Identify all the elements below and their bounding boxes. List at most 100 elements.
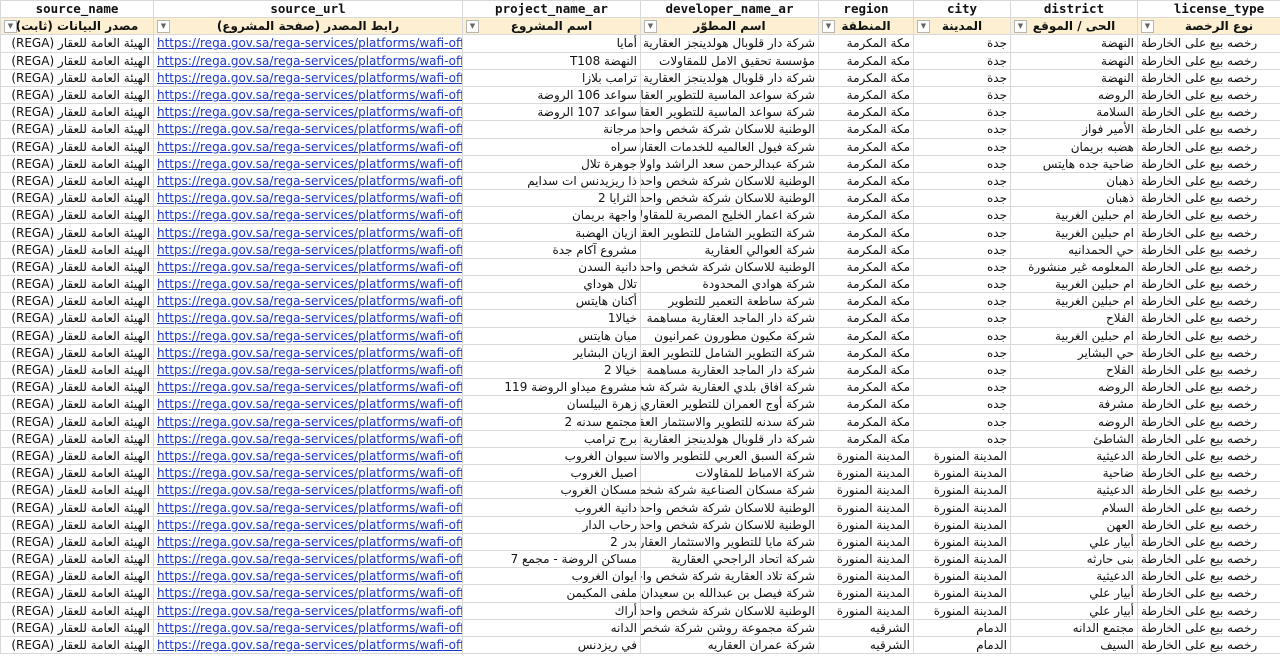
source-url-link[interactable]: https://rega.gov.sa/rega-services/platfo… [153,429,463,448]
column-header-license_type[interactable]: license_type [1137,0,1280,19]
cell-district: أبيار علي [1010,584,1138,603]
source-url-link[interactable]: https://rega.gov.sa/rega-services/platfo… [153,85,463,105]
source-url-link[interactable]: https://rega.gov.sa/rega-services/platfo… [153,137,463,156]
source-url-link[interactable]: https://rega.gov.sa/rega-services/platfo… [153,601,463,620]
filter-dropdown-icon[interactable]: ▼ [644,20,657,34]
source-url-link[interactable]: https://rega.gov.sa/rega-services/platfo… [153,464,463,483]
source-url-link[interactable]: https://rega.gov.sa/rega-services/platfo… [153,120,463,139]
cell-district: الروضه [1010,85,1138,105]
column-label-source_url[interactable]: ▼ رابط المصدر (صفحة المشروع) [153,17,463,36]
source-url-link[interactable]: https://rega.gov.sa/rega-services/platfo… [153,378,463,397]
cell-district: الروضه [1010,378,1138,397]
source-url-link[interactable]: https://rega.gov.sa/rega-services/platfo… [153,360,463,380]
cell-developer_name_ar: شركة عبدالرحمن سعد الراشد واولاده [640,154,819,173]
cell-developer_name_ar: شركة فيصل بن عبدالله بن سعيدان [640,584,819,603]
cell-source_name: الهيئة العامة للعقار (REGA) [0,85,154,105]
filter-dropdown-icon[interactable]: ▼ [466,20,479,34]
cell-developer_name_ar: شركة مجموعة روشن شركة شخص [640,618,819,637]
source-url-link[interactable]: https://rega.gov.sa/rega-services/platfo… [153,274,463,294]
source-url-link[interactable]: https://rega.gov.sa/rega-services/platfo… [153,189,463,208]
source-url-link[interactable]: https://rega.gov.sa/rega-services/platfo… [153,171,463,191]
table-row: الهيئة العامة للعقار (REGA) https://rega.… [0,51,1280,70]
source-url-link[interactable]: https://rega.gov.sa/rega-services/platfo… [153,51,463,70]
cell-project_name_ar: سواعد 107 الروضة [462,103,641,122]
source-url-link[interactable]: https://rega.gov.sa/rega-services/platfo… [153,154,463,173]
column-header-source_url[interactable]: source_url [153,0,463,19]
cell-license_type: رخصه بيع على الخارطة [1137,446,1280,466]
filter-dropdown-icon[interactable]: ▼ [1141,20,1154,34]
cell-developer_name_ar: شركة عمران العقاريه [640,635,819,655]
cell-source_name: الهيئة العامة للعقار (REGA) [0,223,154,242]
cell-city: المدينة المنورة [913,601,1011,620]
table-row: الهيئة العامة للعقار (REGA) https://rega.… [0,326,1280,345]
filter-dropdown-icon[interactable]: ▼ [917,20,930,34]
source-url-link[interactable]: https://rega.gov.sa/rega-services/platfo… [153,326,463,345]
source-url-link[interactable]: https://rega.gov.sa/rega-services/platfo… [153,567,463,586]
filter-dropdown-icon[interactable]: ▼ [4,20,17,34]
cell-license_type: رخصه بيع على الخارطة [1137,429,1280,448]
source-url-link[interactable]: https://rega.gov.sa/rega-services/platfo… [153,34,463,53]
source-url-link[interactable]: https://rega.gov.sa/rega-services/platfo… [153,257,463,277]
cell-city: جده [913,240,1011,259]
source-url-link[interactable]: https://rega.gov.sa/rega-services/platfo… [153,68,463,87]
column-header-developer_name_ar[interactable]: developer_name_ar [640,0,819,19]
cell-project_name_ar: أمايا [462,34,641,53]
cell-district: النهضة [1010,51,1138,70]
filter-dropdown-icon[interactable]: ▼ [822,20,835,34]
cell-source_name: الهيئة العامة للعقار (REGA) [0,567,154,586]
filter-dropdown-icon[interactable]: ▼ [1014,20,1027,34]
source-url-link[interactable]: https://rega.gov.sa/rega-services/platfo… [153,309,463,328]
cell-source_name: الهيئة العامة للعقار (REGA) [0,120,154,139]
source-url-link[interactable]: https://rega.gov.sa/rega-services/platfo… [153,481,463,500]
source-url-link[interactable]: https://rega.gov.sa/rega-services/platfo… [153,395,463,414]
source-url-link[interactable]: https://rega.gov.sa/rega-services/platfo… [153,618,463,637]
cell-city: المدينة المنورة [913,515,1011,534]
column-header-district[interactable]: district [1010,0,1138,19]
column-label-region[interactable]: ▼ المنطقة [818,17,914,36]
source-url-link[interactable]: https://rega.gov.sa/rega-services/platfo… [153,292,463,311]
source-url-link[interactable]: https://rega.gov.sa/rega-services/platfo… [153,412,463,431]
cell-district: ذهبان [1010,189,1138,208]
cell-district: أبيار علي [1010,532,1138,552]
cell-source_name: الهيئة العامة للعقار (REGA) [0,68,154,87]
cell-license_type: رخصه بيع على الخارطة [1137,378,1280,397]
column-label-license_type[interactable]: ▼ نوع الرخصة [1137,17,1280,36]
filter-dropdown-icon[interactable]: ▼ [157,20,170,34]
cell-region: مكة المكرمة [818,360,914,380]
column-label-developer_name_ar[interactable]: ▼ اسم المطوّر [640,17,819,36]
cell-city: جده [913,395,1011,414]
cell-license_type: رخصه بيع على الخارطة [1137,85,1280,105]
source-url-link[interactable]: https://rega.gov.sa/rega-services/platfo… [153,549,463,569]
cell-district: السلامة [1010,103,1138,122]
column-label-project_name_ar[interactable]: ▼ اسم المشروع [462,17,641,36]
source-url-link[interactable]: https://rega.gov.sa/rega-services/platfo… [153,635,463,655]
source-url-link[interactable]: https://rega.gov.sa/rega-services/platfo… [153,498,463,517]
cell-region: مكة المكرمة [818,68,914,87]
cell-license_type: رخصه بيع على الخارطة [1137,360,1280,380]
cell-city: جده [913,309,1011,328]
source-url-link[interactable]: https://rega.gov.sa/rega-services/platfo… [153,532,463,552]
column-header-city[interactable]: city [913,0,1011,19]
column-header-source_name[interactable]: source_name [0,0,154,19]
source-url-link[interactable]: https://rega.gov.sa/rega-services/platfo… [153,103,463,122]
cell-city: جده [913,154,1011,173]
source-url-link[interactable]: https://rega.gov.sa/rega-services/platfo… [153,584,463,603]
cell-source_name: الهيئة العامة للعقار (REGA) [0,189,154,208]
column-label-source_name[interactable]: ▼ مصدر البيانات (ثابت) [0,17,154,36]
cell-license_type: رخصه بيع على الخارطة [1137,292,1280,311]
column-label-city[interactable]: ▼ المدينة [913,17,1011,36]
column-header-region[interactable]: region [818,0,914,19]
source-url-link[interactable]: https://rega.gov.sa/rega-services/platfo… [153,223,463,242]
cell-source_name: الهيئة العامة للعقار (REGA) [0,584,154,603]
cell-region: مكة المكرمة [818,85,914,105]
cell-license_type: رخصه بيع على الخارطة [1137,171,1280,191]
column-header-project_name_ar[interactable]: project_name_ar [462,0,641,19]
column-label-district[interactable]: ▼ الحى / الموقع [1010,17,1138,36]
source-url-link[interactable]: https://rega.gov.sa/rega-services/platfo… [153,343,463,362]
source-url-link[interactable]: https://rega.gov.sa/rega-services/platfo… [153,240,463,259]
source-url-link[interactable]: https://rega.gov.sa/rega-services/platfo… [153,515,463,534]
source-url-link[interactable]: https://rega.gov.sa/rega-services/platfo… [153,206,463,225]
table-row: الهيئة العامة للعقار (REGA) https://rega.… [0,223,1280,242]
cell-project_name_ar: زهرة البيلسان [462,395,641,414]
source-url-link[interactable]: https://rega.gov.sa/rega-services/platfo… [153,446,463,466]
